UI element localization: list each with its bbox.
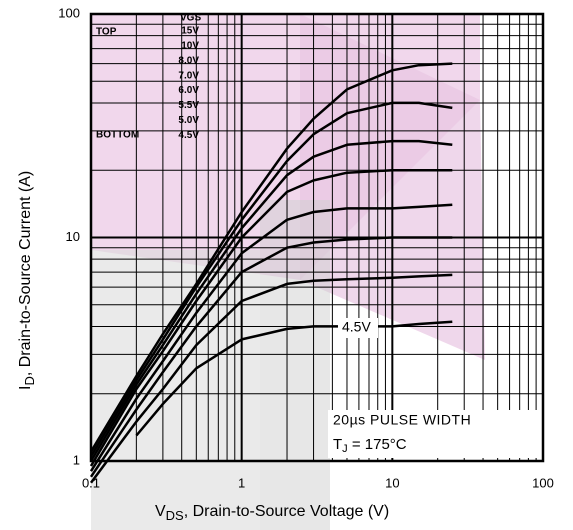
y-label-text: , Drain-to-Source Current (A) [17, 171, 34, 376]
x-label-symbol: V [155, 503, 166, 520]
legend-title: VGS [180, 13, 201, 24]
legend-bottom: BOTTOM [96, 130, 139, 141]
y-axis-label: ID, Drain-to-Source Current (A) [17, 171, 37, 390]
page: VGS TOP BOTTOM 15V10V8.0V7.0V6.0V5.5V5.0… [0, 0, 573, 530]
x-tick-label: 1 [238, 475, 245, 490]
legend-entry: 15V [181, 26, 199, 37]
note-text: = 175°C [348, 436, 407, 453]
legend-entry: 8.0V [178, 55, 199, 66]
legend-entry: 6.0V [178, 85, 199, 96]
legend-entry: 4.5V [178, 130, 199, 141]
curve-label: 4.5V [342, 319, 371, 335]
y-tick-label: 1 [73, 452, 80, 467]
legend-entry: 7.0V [178, 70, 199, 81]
legend: VGS TOP BOTTOM 15V 10V 8.0V 7.0V 6.0V 5.5V 5.0… [93, 13, 201, 141]
x-tick-label: 100 [532, 475, 554, 490]
legend-entry: 10V [181, 41, 199, 52]
note-symbol: T [333, 436, 342, 453]
legend-entry: 5.5V [178, 100, 199, 111]
x-label-text: , Drain-to-Source Voltage (V) [184, 503, 389, 520]
x-label-sub: DS [166, 508, 184, 523]
legend-entry: 5.0V [178, 115, 199, 126]
x-tick-label: 0.1 [82, 475, 100, 490]
x-tick-label: 10 [385, 475, 399, 490]
y-tick-label: 100 [58, 5, 80, 20]
y-tick-label: 10 [66, 229, 80, 244]
note-line1: 20µs PULSE WIDTH [333, 412, 471, 428]
legend-top: TOP [96, 27, 117, 38]
y-label-sub: D [22, 376, 37, 385]
chart: VGS TOP BOTTOM 15V10V8.0V7.0V6.0V5.5V5.0… [0, 0, 573, 530]
